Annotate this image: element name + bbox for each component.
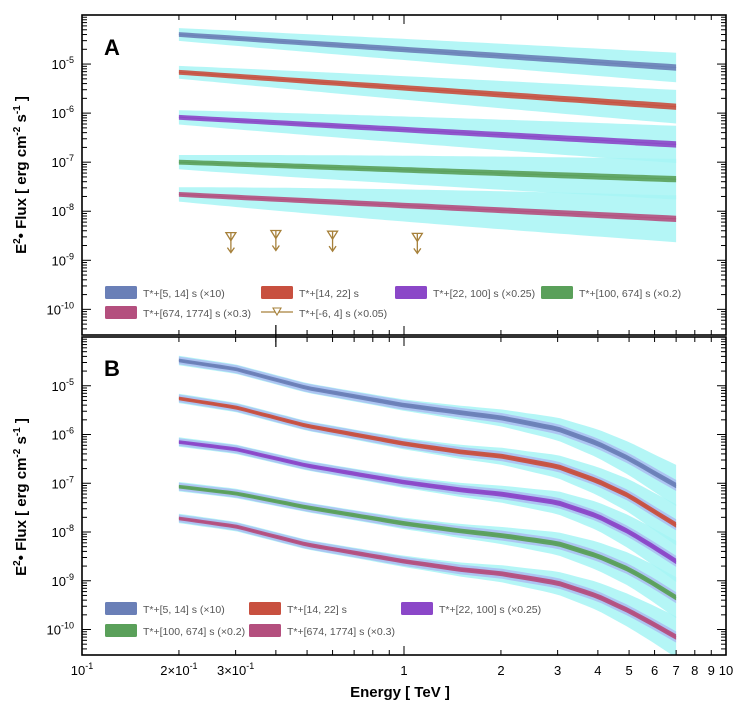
series-line-4 [178,517,677,638]
legend-swatch [249,602,281,615]
legend-swatch [395,286,427,299]
series-band-3 [178,484,677,601]
panel-a-upper-limits [224,229,424,255]
x-tick-label: 7 [673,663,680,678]
panel-b-confidence-bands [178,355,677,655]
legend-label: T*+[674, 1774] s (×0.3) [287,626,395,638]
series-line-3 [178,161,677,180]
y-tick-label: 10-6 [52,104,74,121]
y-tick-label: 10-6 [52,426,74,443]
inner-band-4 [178,514,677,643]
x-tick-label: 2×10-1 [160,661,197,678]
panel-b-ticks: 10-10 10-9 10-8 10-7 10-6 10-5 10-1 2×10-1 3×10-… [47,336,733,678]
legend-swatch [249,624,281,637]
inner-band-0 [178,356,677,491]
legend-label: T*+[14, 22] s [287,604,347,616]
panel-a-ticks: 10-10 10-9 10-8 10-7 10-6 10-5 [47,14,726,347]
legend-label: T*+[22, 100] s (×0.25) [433,288,535,300]
upper-limit-arrow [328,245,337,253]
x-tick-label: 9 [708,663,715,678]
legend-swatch [541,286,573,299]
x-tick-label: 8 [691,663,698,678]
y-tick-label: 10-8 [52,523,74,540]
legend-label: T*+[-6, 4] s (×0.05) [299,308,387,320]
x-tick-label: 2 [497,663,504,678]
y-tick-label: 10-10 [47,300,74,317]
inner-band-1 [178,394,677,531]
legend-swatch [401,602,433,615]
legend-swatch [105,286,137,299]
series-line-2 [178,116,677,145]
legend-swatch [105,306,137,319]
legend-label: T*+[22, 100] s (×0.25) [439,604,541,616]
series-line-2 [178,441,677,562]
inner-band-2 [178,438,677,567]
x-tick-label: 3×10-1 [217,661,254,678]
panel-b-y-axis-title: E2• Flux [ erg cm-2 s-1 ] [12,418,30,576]
panel-b-legend: T*+[5, 14] s (×10) T*+[14, 22] s T*+[22, 1… [105,602,541,638]
legend-label: T*+[100, 674] s (×0.2) [143,626,245,638]
series-line-3 [178,486,677,599]
y-tick-label: 10-5 [52,55,74,72]
y-tick-label: 10-9 [52,572,74,589]
legend-swatch [105,602,137,615]
x-tick-label: 10-1 [71,661,93,678]
legend-swatch-marker [272,307,282,317]
panel-a-y-axis-title: E2• Flux [ erg cm-2 s-1 ] [12,96,30,254]
y-tick-label: 10-7 [52,474,74,491]
legend-swatch [261,286,293,299]
series-line-1 [178,397,677,526]
x-tick-label: 10 [719,663,733,678]
x-tick-label: 4 [594,663,601,678]
series-line-0 [178,34,677,68]
y-tick-label: 10-5 [52,377,74,394]
legend-label: T*+[5, 14] s (×10) [143,288,225,300]
upper-limit-arrow [271,245,280,252]
panel-b-label: B [104,356,120,381]
series-line-1 [178,71,677,108]
panel-b: 10-10 10-9 10-8 10-7 10-6 10-5 10-1 2×10-1 3×10-… [47,336,733,678]
upper-limit-arrow [226,247,235,254]
x-tick-label: 6 [651,663,658,678]
legend-swatch [105,624,137,637]
y-tick-label: 10-9 [52,251,74,268]
panel-b-frame [81,336,727,656]
x-tick-label: 1 [400,663,407,678]
x-tick-label: 5 [625,663,632,678]
legend-label: T*+[674, 1774] s (×0.3) [143,308,251,320]
x-tick-label: 3 [554,663,561,678]
inner-band-3 [178,482,677,604]
panel-a-spectra [178,32,677,222]
x-axis-title: Energy [ TeV ] [350,684,450,701]
y-tick-label: 10-7 [52,153,74,170]
panel-a-label: A [104,35,120,60]
legend-label: T*+[14, 22] s [299,288,359,300]
legend-label: T*+[5, 14] s (×10) [143,604,225,616]
panel-a-frame [81,14,727,336]
panel-a-legend: T*+[5, 14] s (×10) T*+[14, 22] s T*+[22, 1… [105,286,681,320]
panel-b-spectra [178,358,677,640]
y-tick-label: 10-10 [47,621,74,638]
upper-limit-arrow [413,247,422,255]
panel-a: 10-10 10-9 10-8 10-7 10-6 10-5 A T*+[5, 14] s… [47,14,727,347]
y-tick-label: 10-8 [52,202,74,219]
series-line-4 [178,193,677,220]
series-line-0 [178,360,677,486]
legend-label: T*+[100, 674] s (×0.2) [579,288,681,300]
